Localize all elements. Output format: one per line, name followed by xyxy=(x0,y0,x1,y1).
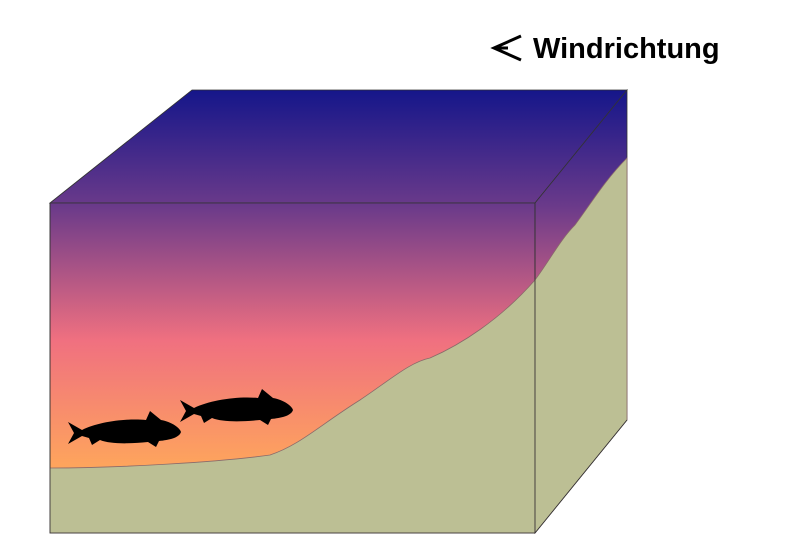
wind-arrow xyxy=(490,34,522,62)
ground-side xyxy=(534,157,628,535)
outline xyxy=(49,203,628,534)
wind-label: Windrichtung xyxy=(533,33,720,65)
ground-front xyxy=(49,278,536,534)
water-top xyxy=(48,89,628,204)
